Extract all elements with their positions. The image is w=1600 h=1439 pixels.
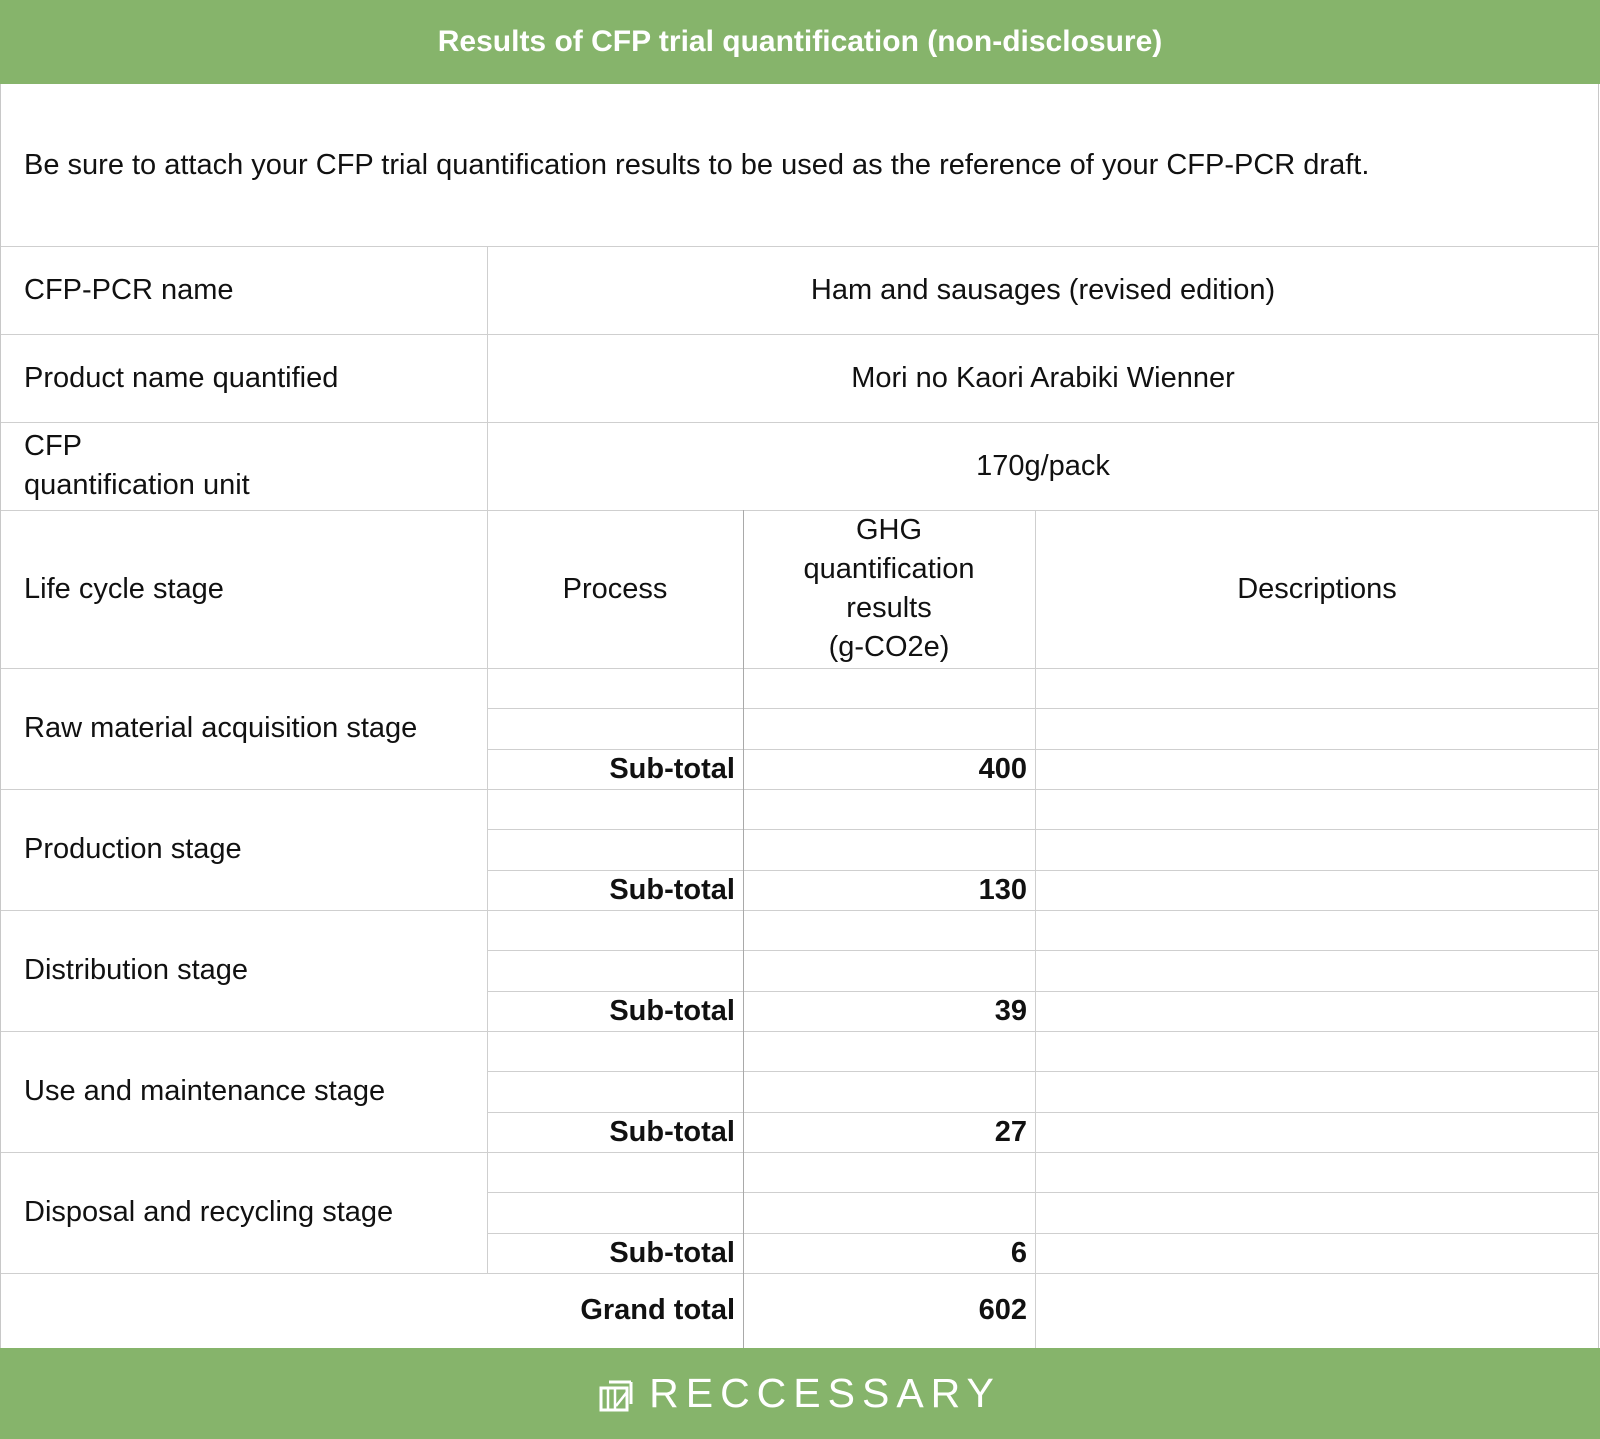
column-header-ghg-line2: quantification [803,553,975,585]
subtotal-value: 400 [978,752,1027,785]
grid-line [1,910,1599,911]
info-label-unit: CFP quantification unit [1,422,487,510]
grid-line [487,1112,1599,1113]
info-value-pcr-name: Ham and sausages (revised edition) [810,273,1276,306]
grid-line [487,1071,1599,1072]
subtotal-value: 130 [978,873,1027,906]
column-header-ghg-line4: (g-CO2e) [828,631,950,663]
column-header-ghg-line3: results [846,592,932,624]
grid-line [1,1152,1599,1153]
grid-line [487,749,1599,750]
info-value-product-name: Mori no Kaori Arabiki Wienner [851,361,1235,394]
stage-name-raw-material: Raw material acquisition stage [24,712,418,744]
grid-line [1,246,1599,247]
column-header-ghg: GHG quantification results (g-CO2e) [743,510,1035,668]
grid-line [1,510,1599,511]
grand-total-label: Grand total [580,1294,735,1326]
reccessary-logo-icon [599,1380,633,1411]
info-label-unit-line1: CFP [24,430,82,462]
results-table: Be sure to attach your CFP trial quantif… [0,84,1599,1348]
grid-line [487,870,1599,871]
stage-name-disposal-recycling: Disposal and recycling stage [24,1196,394,1228]
grand-total-value: 602 [978,1294,1027,1326]
stage-name-distribution: Distribution stage [24,954,249,986]
grid-line [487,991,1599,992]
grid-line [1035,510,1036,1348]
grid-line [1,1273,1599,1274]
grid-line [1,422,1599,423]
column-header-process: Process [562,572,668,605]
stage-name-production: Production stage [24,833,242,865]
subtotal-value: 6 [1010,1236,1027,1269]
stage-name-use-maintenance: Use and maintenance stage [24,1075,386,1107]
info-label-unit-line2: quantification unit [24,469,250,501]
grid-line [1,1031,1599,1032]
subtotal-label: Sub-total [609,1115,735,1148]
header-bar: Results of CFP trial quantification (non… [0,0,1600,84]
grid-line [1,334,1599,335]
grid-line [1,668,1599,669]
grid-line [1,789,1599,790]
subtotal-label: Sub-total [609,752,735,785]
grid-line [487,950,1599,951]
subtotal-label: Sub-total [609,994,735,1027]
info-value-unit: 170g/pack [976,449,1110,482]
grid-line [487,1192,1599,1193]
grid-line [487,708,1599,709]
grid-line [487,829,1599,830]
column-header-stage: Life cycle stage [24,572,224,605]
info-label-pcr-name: CFP-PCR name [24,273,234,306]
subtotal-value: 27 [994,1115,1027,1148]
subtotal-value: 39 [994,994,1027,1027]
grid-line [743,510,744,1348]
page-title: Results of CFP trial quantification (non… [437,25,1163,58]
column-header-descriptions: Descriptions [1237,572,1397,605]
column-header-ghg-line1: GHG [855,514,923,546]
footer-bar: RECCESSARY [0,1348,1600,1439]
note-text: Be sure to attach your CFP trial quantif… [24,148,1370,181]
subtotal-label: Sub-total [609,873,735,906]
subtotal-label: Sub-total [609,1236,735,1269]
brand-name: RECCESSARY [649,1370,1001,1416]
grid-line [487,246,488,1273]
grid-line [487,1233,1599,1234]
info-label-product-name: Product name quantified [24,361,339,394]
